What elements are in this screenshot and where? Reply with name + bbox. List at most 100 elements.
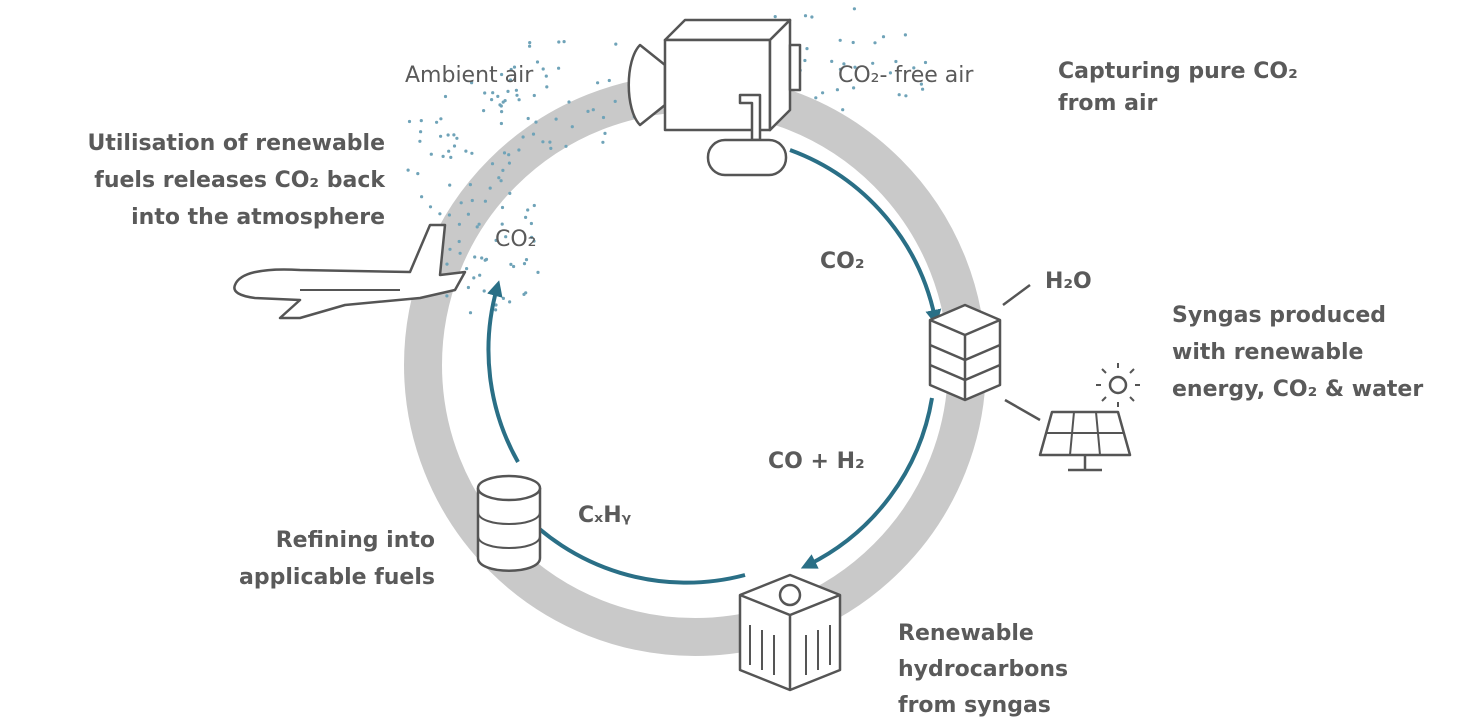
particle bbox=[522, 292, 526, 296]
particle bbox=[522, 262, 527, 266]
particle bbox=[503, 99, 507, 103]
particle bbox=[803, 58, 807, 63]
particle bbox=[464, 149, 468, 153]
caption-line: applicable fuels bbox=[239, 565, 435, 590]
particle bbox=[536, 270, 540, 274]
caption-line: with renewable bbox=[1172, 340, 1363, 365]
particle bbox=[506, 89, 510, 93]
particle bbox=[438, 212, 442, 216]
particle bbox=[524, 215, 528, 219]
particle bbox=[508, 191, 512, 195]
particle bbox=[810, 15, 814, 19]
particle bbox=[912, 66, 916, 70]
particle bbox=[446, 133, 450, 137]
particle bbox=[508, 300, 512, 304]
particle bbox=[514, 88, 519, 92]
particle bbox=[465, 267, 469, 271]
particle bbox=[897, 93, 901, 97]
particle bbox=[838, 67, 843, 71]
particle bbox=[502, 151, 507, 155]
arrow-syngas bbox=[800, 397, 934, 569]
particle bbox=[466, 212, 470, 216]
particle bbox=[773, 15, 777, 19]
particle bbox=[445, 294, 449, 298]
particle bbox=[529, 221, 534, 226]
particle bbox=[601, 140, 605, 144]
particle bbox=[452, 144, 457, 148]
caption-line: into the atmosphere bbox=[131, 205, 385, 230]
particle bbox=[428, 205, 433, 209]
particle bbox=[470, 81, 474, 85]
particle bbox=[517, 148, 521, 152]
particle bbox=[448, 247, 452, 251]
caption-line: Syngas produced bbox=[1172, 303, 1386, 328]
particle bbox=[507, 161, 511, 165]
particle bbox=[420, 195, 424, 199]
caption-line: from syngas bbox=[898, 693, 1051, 718]
particle bbox=[470, 151, 474, 155]
particle bbox=[478, 273, 482, 277]
caption-line: Refining into bbox=[276, 528, 435, 553]
particle bbox=[468, 311, 473, 315]
particle bbox=[419, 130, 423, 134]
particle bbox=[447, 149, 451, 153]
particle bbox=[448, 183, 452, 187]
particle bbox=[521, 135, 525, 139]
particle bbox=[557, 66, 561, 70]
syngas-stack bbox=[928, 283, 1041, 422]
particle bbox=[562, 40, 566, 44]
caption-line: Capturing pure CO₂ bbox=[1058, 59, 1298, 84]
particle bbox=[591, 108, 595, 112]
particle bbox=[482, 289, 486, 293]
particle bbox=[488, 186, 492, 190]
particle bbox=[554, 117, 558, 121]
particle bbox=[500, 205, 505, 210]
particle bbox=[449, 155, 453, 159]
particle bbox=[570, 125, 574, 129]
particle bbox=[545, 85, 549, 89]
particle bbox=[407, 119, 412, 124]
particle bbox=[534, 120, 538, 124]
particle bbox=[835, 88, 840, 92]
particle bbox=[491, 91, 495, 95]
particle bbox=[477, 222, 481, 226]
particle bbox=[601, 115, 606, 120]
particle bbox=[435, 120, 439, 124]
particle bbox=[511, 264, 516, 269]
caption-line: fuels releases CO₂ back bbox=[94, 168, 386, 193]
particle bbox=[439, 134, 443, 138]
particle bbox=[541, 140, 545, 144]
particle bbox=[603, 131, 607, 135]
particle bbox=[483, 91, 487, 95]
particle bbox=[904, 94, 908, 98]
particle bbox=[419, 119, 423, 123]
particle bbox=[852, 7, 857, 11]
particle bbox=[497, 176, 501, 180]
caption-line: hydrocarbons bbox=[898, 657, 1068, 682]
label: CO₂- free air bbox=[838, 63, 974, 88]
particle bbox=[416, 172, 420, 176]
particle bbox=[500, 110, 504, 114]
particle bbox=[457, 222, 461, 226]
particle bbox=[805, 47, 809, 51]
particle bbox=[881, 35, 886, 39]
particle bbox=[903, 33, 908, 37]
label: Ambient air bbox=[405, 63, 534, 88]
particle bbox=[429, 152, 433, 156]
particle bbox=[406, 168, 410, 172]
label: CₓHᵧ bbox=[578, 503, 632, 528]
caption-line: energy, CO₂ & water bbox=[1172, 377, 1423, 402]
particle bbox=[473, 255, 477, 259]
particle bbox=[455, 136, 459, 140]
particle bbox=[482, 109, 486, 113]
particle bbox=[541, 67, 545, 71]
particle bbox=[499, 121, 503, 126]
particle bbox=[528, 44, 532, 48]
arrow-fuels bbox=[486, 280, 520, 463]
particle bbox=[494, 303, 498, 307]
airplane bbox=[233, 223, 467, 320]
particle bbox=[852, 86, 856, 90]
